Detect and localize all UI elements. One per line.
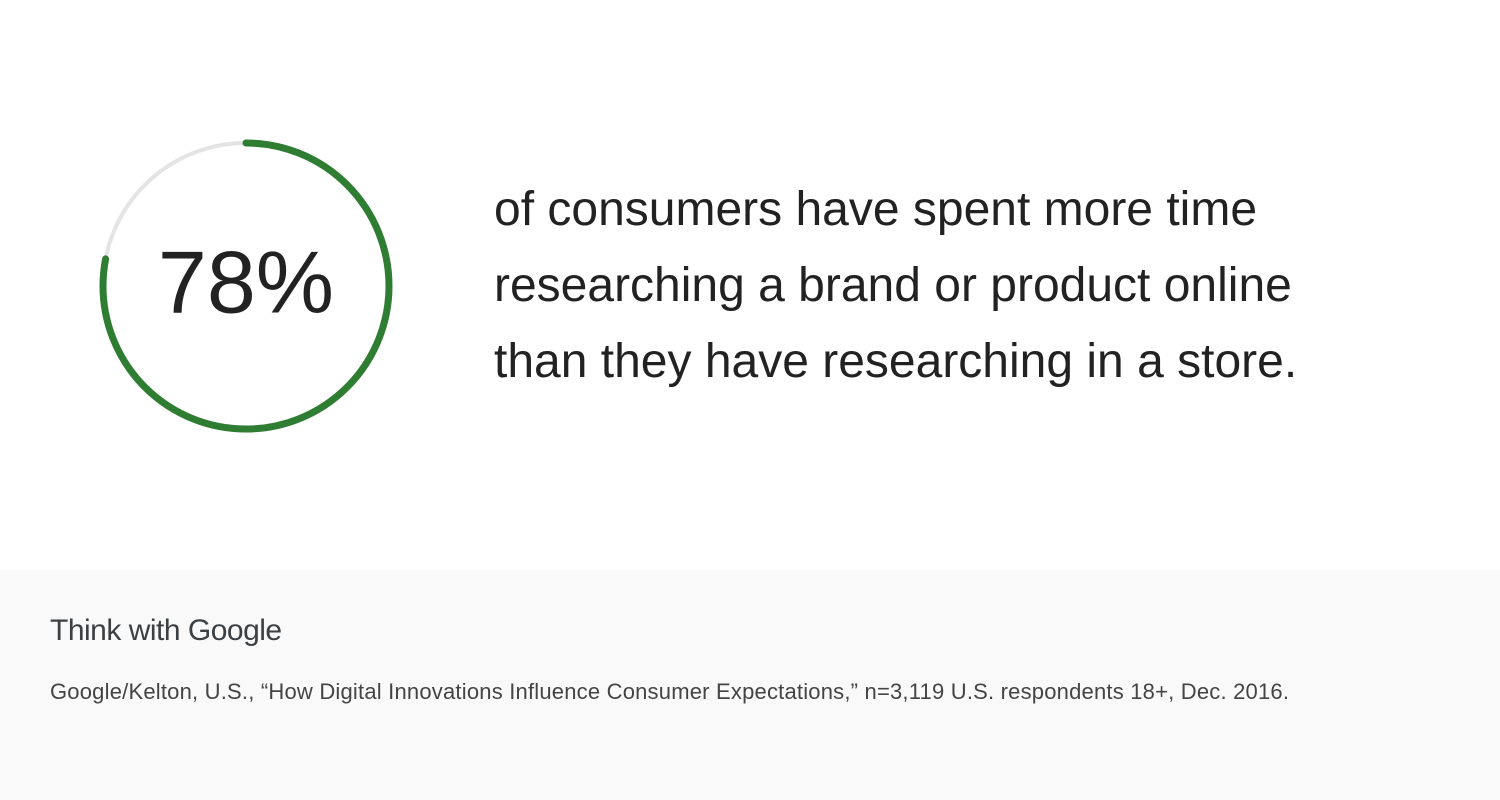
value-label: 78%	[158, 232, 334, 331]
progress-ring: 78%	[99, 139, 393, 433]
ring-arc	[99, 139, 393, 433]
brand: Think with Google	[50, 614, 282, 647]
description: of consumers have spent more time resear…	[494, 183, 1298, 388]
footer: Think with Google Google/Kelton, U.S., “…	[0, 570, 1500, 800]
source: Google/Kelton, U.S., “How Digital Innova…	[50, 679, 1290, 704]
